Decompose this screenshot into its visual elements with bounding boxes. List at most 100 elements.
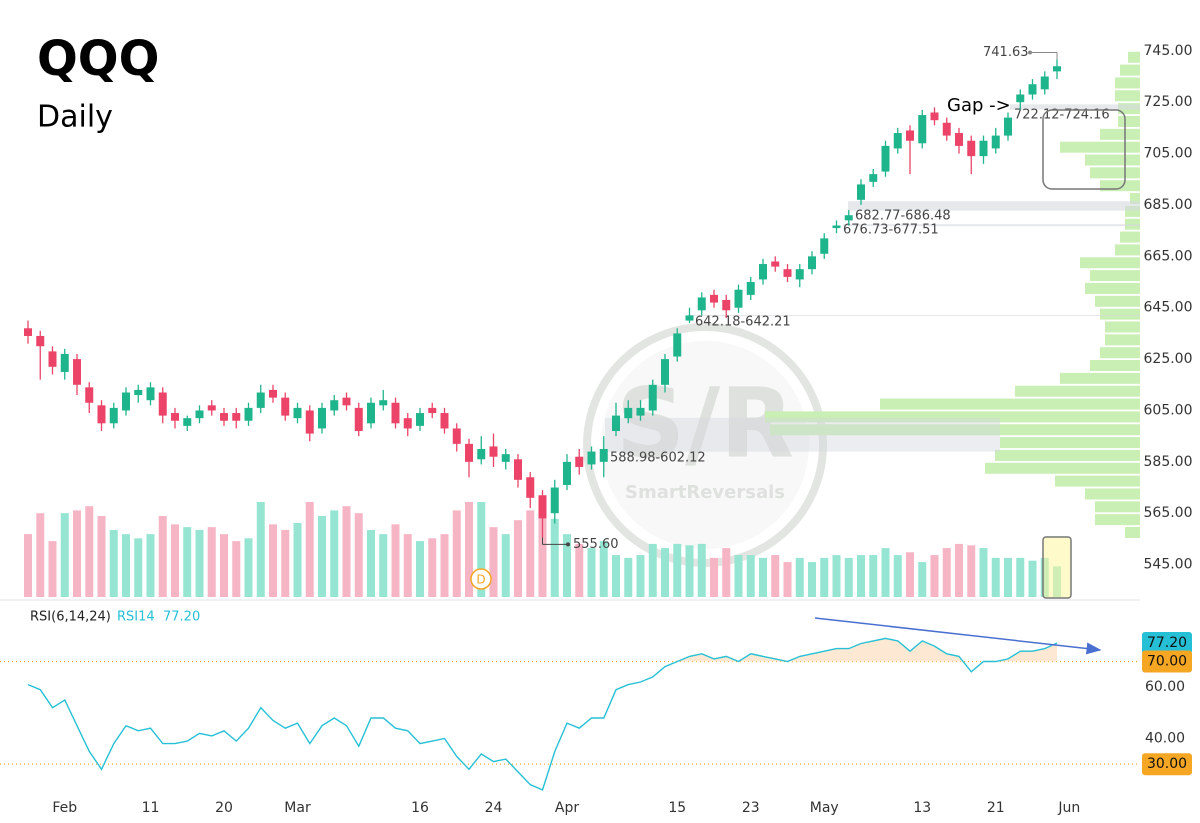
volume-bar	[991, 557, 1000, 597]
x-tick-label: 23	[742, 800, 760, 816]
volume-bar	[146, 534, 155, 597]
candle-body	[771, 261, 780, 267]
volume-bar	[305, 502, 314, 597]
candle-body	[134, 389, 143, 396]
candle-body	[1016, 94, 1025, 103]
candle-body	[97, 405, 106, 424]
candle-body	[955, 133, 963, 146]
volume-bar	[795, 557, 804, 597]
volume-profile-bar	[1080, 257, 1140, 269]
last-value-label: 77.20	[1147, 635, 1187, 651]
volume-bar	[379, 534, 388, 597]
x-tick-label: 24	[485, 800, 503, 816]
volume-profile-bar	[1055, 475, 1140, 487]
volume-bar	[281, 529, 290, 597]
candle-body	[697, 297, 706, 311]
watermark-text: SmartReversals	[625, 482, 785, 503]
volume-highlight-box	[1042, 536, 1072, 599]
x-tick-label: 20	[215, 800, 233, 816]
volume-bar	[342, 506, 351, 597]
volume-profile-bar	[1115, 244, 1140, 256]
candle-body	[893, 133, 902, 149]
candle-body	[281, 397, 290, 416]
volume-profile-bar	[1095, 295, 1140, 307]
candle-body	[648, 384, 657, 411]
low-label: 555.60	[573, 537, 619, 552]
volume-bar	[636, 555, 645, 597]
volume-profile-bar	[1060, 141, 1140, 153]
overbought-area	[677, 638, 1057, 662]
volume-bar	[697, 543, 706, 597]
volume-bar	[893, 555, 902, 597]
x-tick-label: 13	[913, 800, 931, 816]
gap-band	[1010, 104, 1140, 110]
volume-profile-bar	[1105, 334, 1140, 346]
y-tick-label: 40.00	[1145, 731, 1185, 747]
candle-body	[734, 289, 743, 308]
volume-bar	[440, 534, 449, 597]
volume-bar	[207, 527, 216, 597]
candle-body	[428, 407, 437, 414]
candle-body	[60, 353, 69, 372]
candle-body	[1053, 66, 1061, 72]
background-layer	[0, 51, 1140, 765]
x-tick-label: Apr	[555, 800, 579, 816]
volume-profile-bar	[1095, 501, 1140, 513]
candle-body	[844, 215, 853, 221]
volume-profile-bar	[1095, 514, 1140, 526]
volume-profile-bar	[1125, 526, 1140, 538]
volume-bar	[256, 502, 265, 597]
volume-bar	[109, 529, 118, 597]
volume-bar	[489, 527, 498, 597]
candle-body	[440, 413, 449, 429]
volume-profile-bar	[1118, 115, 1140, 127]
volume-profile-bar	[985, 462, 1140, 474]
volume-bar	[587, 548, 596, 597]
volume-bar	[648, 543, 657, 597]
volume-bar	[391, 524, 400, 597]
candle-body	[661, 359, 669, 385]
volume-bar	[918, 562, 927, 597]
candle-body	[293, 407, 302, 419]
volume-profile-bar	[1085, 282, 1140, 294]
candle-body	[1004, 117, 1012, 136]
volume-profile-bar	[1120, 64, 1140, 76]
candle-body	[367, 402, 375, 424]
volume-bar	[85, 506, 94, 597]
candle-body	[146, 387, 155, 401]
y-tick-label: 545.00	[1144, 557, 1193, 573]
y-tick-label: 605.00	[1144, 402, 1193, 418]
volume-bar	[318, 515, 326, 597]
volume-bar	[979, 548, 988, 597]
x-tick-label: Mar	[284, 800, 311, 816]
candle-body	[550, 487, 559, 514]
volume-profile-bar	[1090, 360, 1140, 372]
candle-body	[624, 407, 633, 419]
volume-profile-bar	[1000, 437, 1140, 449]
last-value-badge	[1142, 632, 1192, 654]
y-tick-label: 585.00	[1144, 454, 1193, 470]
y-tick-label: 565.00	[1144, 505, 1193, 521]
candle-body	[330, 400, 339, 411]
volume-bar	[881, 548, 890, 597]
candle-body	[477, 449, 486, 460]
volume-bar	[710, 557, 718, 597]
candle-body	[575, 456, 584, 467]
candle-body	[685, 315, 694, 321]
indicator-title: RSI(6,14,24)	[30, 610, 111, 625]
y-tick-label: 665.00	[1144, 248, 1193, 264]
candle-body	[636, 407, 645, 416]
candle-body	[979, 140, 988, 157]
gap-band	[605, 417, 1000, 452]
volume-bar	[771, 555, 780, 597]
candle-body	[452, 428, 461, 444]
volume-bar	[73, 510, 81, 597]
volume-profile-bar	[1090, 270, 1140, 282]
y-tick-label: 60.00	[1145, 679, 1185, 695]
candle-body	[967, 140, 976, 157]
high-label-dot	[1028, 50, 1032, 55]
volume-bar	[428, 538, 437, 597]
candle-body	[207, 405, 216, 411]
rsi-line	[27, 637, 1058, 791]
